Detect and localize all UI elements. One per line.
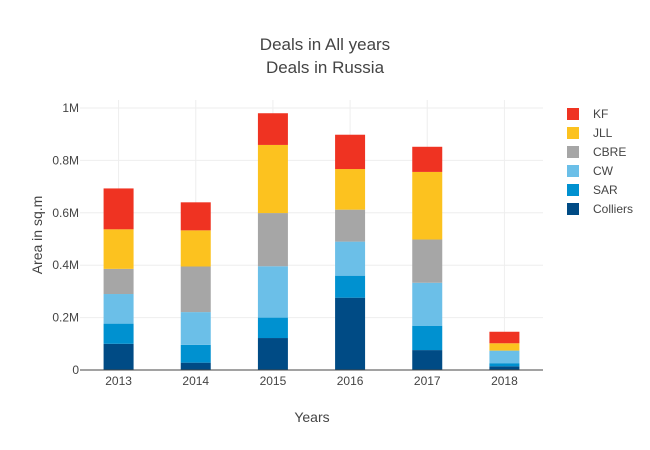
x-axis-title: Years — [294, 409, 329, 425]
legend-swatch-jll — [567, 127, 579, 139]
bar-sar-2017 — [412, 325, 443, 351]
legend-label-jll: JLL — [593, 126, 613, 140]
legend-label-sar: SAR — [593, 183, 618, 197]
bars — [103, 113, 520, 370]
bar-jll-2016 — [335, 169, 366, 210]
bar-kf-2018 — [489, 331, 520, 344]
bar-kf-2014 — [180, 202, 211, 231]
bar-kf-2013 — [103, 188, 134, 230]
legend-label-cbre: CBRE — [593, 145, 626, 159]
bar-cbre-2014 — [180, 266, 211, 313]
bar-jll-2014 — [180, 230, 211, 267]
bar-colliers-2015 — [257, 338, 288, 370]
legend-label-kf: KF — [593, 107, 608, 121]
bar-sar-2015 — [257, 317, 288, 339]
x-tick-label: 2016 — [337, 374, 364, 388]
bar-cw-2018 — [489, 350, 520, 364]
bar-colliers-2014 — [180, 362, 211, 370]
bar-jll-2013 — [103, 229, 134, 269]
bar-sar-2018 — [489, 363, 520, 367]
legend-label-cw: CW — [593, 164, 614, 178]
bar-sar-2016 — [335, 275, 366, 298]
x-tick-label: 2014 — [182, 374, 209, 388]
x-tick-label: 2017 — [414, 374, 441, 388]
bar-kf-2017 — [412, 146, 443, 172]
y-tick-label: 0.4M — [52, 258, 79, 272]
bar-cbre-2013 — [103, 268, 134, 295]
y-tick-label: 0 — [72, 363, 79, 377]
legend-swatch-cbre — [567, 146, 579, 158]
y-tick-label: 0.8M — [52, 153, 79, 167]
chart-title-line-2: Deals in Russia — [266, 58, 385, 77]
y-tick-label: 1M — [62, 101, 79, 115]
bar-kf-2015 — [257, 113, 288, 145]
bar-sar-2013 — [103, 323, 134, 344]
bar-cw-2014 — [180, 312, 211, 345]
bar-colliers-2013 — [103, 343, 134, 370]
x-tick-label: 2015 — [260, 374, 287, 388]
bar-cw-2016 — [335, 241, 366, 276]
x-tick-label: 2013 — [105, 374, 132, 388]
bar-sar-2014 — [180, 344, 211, 363]
bar-jll-2015 — [257, 144, 288, 214]
bar-colliers-2017 — [412, 350, 443, 370]
axes: 0 0.2M 0.4M 0.6M 0.8M 1M 2013 2014 2015 2016 2017 2… — [52, 101, 543, 388]
bar-kf-2016 — [335, 134, 366, 170]
legend-swatch-colliers — [567, 203, 579, 215]
bar-cbre-2017 — [412, 239, 443, 283]
bar-jll-2017 — [412, 171, 443, 240]
bar-cw-2017 — [412, 282, 443, 326]
legend-swatch-kf — [567, 108, 579, 120]
gridlines — [80, 100, 543, 370]
chart-title-line-1: Deals in All years — [260, 35, 390, 54]
legend-swatch-sar — [567, 184, 579, 196]
bar-jll-2018 — [489, 343, 520, 351]
y-tick-label: 0.6M — [52, 206, 79, 220]
x-tick-label: 2018 — [491, 374, 518, 388]
bar-cbre-2015 — [257, 213, 288, 267]
bar-cw-2013 — [103, 294, 134, 324]
bar-cw-2015 — [257, 266, 288, 318]
legend-label-colliers: Colliers — [593, 202, 633, 216]
bar-colliers-2016 — [335, 297, 366, 370]
bar-colliers-2018 — [489, 366, 520, 370]
y-axis-title: Area in sq.m — [29, 196, 45, 275]
bar-cbre-2016 — [335, 209, 366, 242]
y-tick-label: 0.2M — [52, 311, 79, 325]
legend: KF JLL CBRE CW SAR Colliers — [567, 107, 633, 216]
legend-swatch-cw — [567, 165, 579, 177]
